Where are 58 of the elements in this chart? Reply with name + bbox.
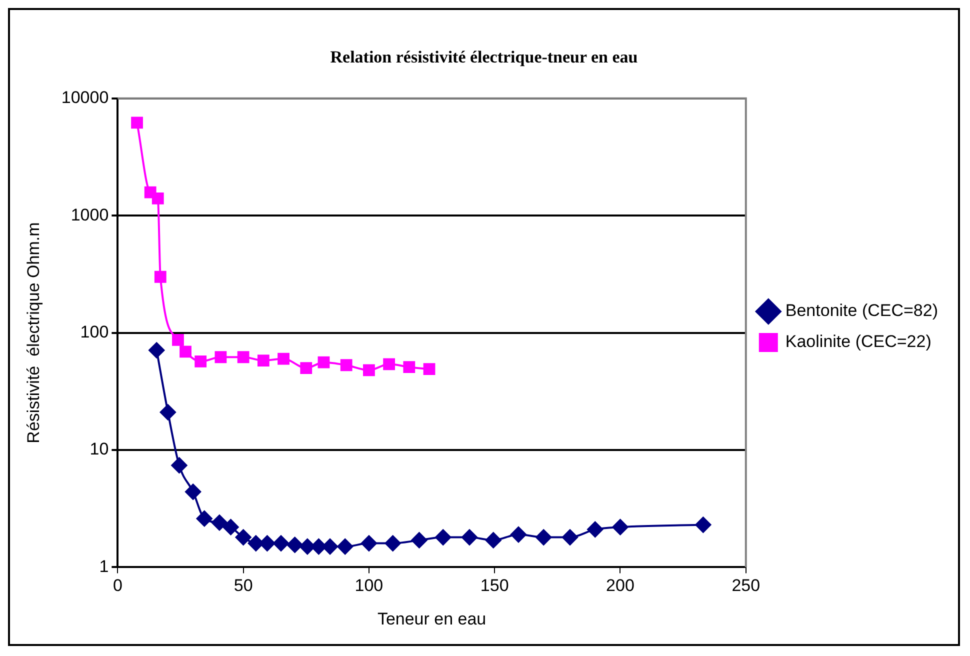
x-tick-label: 100 bbox=[354, 576, 384, 596]
point bbox=[435, 529, 452, 546]
legend-label: Kaolinite (CEC=22) bbox=[785, 332, 932, 352]
x-tick-label: 150 bbox=[480, 576, 509, 596]
point bbox=[222, 519, 239, 536]
point bbox=[152, 192, 164, 204]
point bbox=[257, 354, 270, 366]
y-tick-label: 1000 bbox=[70, 205, 109, 224]
point bbox=[337, 538, 354, 555]
point bbox=[461, 529, 478, 546]
point bbox=[695, 516, 712, 533]
x-axis-title: Teneur en eau bbox=[377, 609, 486, 628]
point bbox=[612, 519, 628, 536]
point bbox=[318, 356, 330, 368]
point bbox=[299, 538, 316, 555]
point bbox=[131, 116, 143, 129]
point bbox=[423, 363, 436, 376]
y-tick-label: 100 bbox=[80, 322, 109, 342]
point bbox=[485, 532, 502, 548]
point bbox=[360, 535, 377, 552]
point bbox=[172, 334, 184, 346]
x-tick-label: 0 bbox=[112, 576, 122, 596]
y-axis-title: Résistivité électrique Ohm.m bbox=[24, 222, 43, 444]
point bbox=[300, 362, 312, 374]
legend-label: Bentonite (CEC=82) bbox=[785, 301, 938, 320]
point bbox=[154, 270, 166, 283]
point bbox=[237, 351, 250, 364]
point bbox=[383, 358, 396, 370]
point bbox=[587, 521, 604, 538]
point bbox=[214, 351, 227, 364]
point bbox=[562, 529, 578, 546]
y-tick-label: 10000 bbox=[61, 88, 109, 108]
point bbox=[273, 535, 290, 552]
point bbox=[235, 529, 252, 546]
point bbox=[185, 484, 202, 500]
y-tick-label: 1 bbox=[99, 556, 109, 576]
point bbox=[322, 538, 338, 555]
point bbox=[160, 404, 176, 420]
point bbox=[211, 514, 228, 531]
point bbox=[536, 529, 552, 546]
x-tick-label: 250 bbox=[732, 576, 760, 596]
point bbox=[148, 342, 165, 358]
y-tick-label: 10 bbox=[90, 440, 109, 459]
point bbox=[384, 535, 401, 552]
chart-title: Relation résistivité électrique-tneur en eau bbox=[330, 48, 638, 67]
x-tick-label: 200 bbox=[606, 576, 634, 596]
point bbox=[171, 457, 188, 474]
point bbox=[278, 352, 290, 365]
point bbox=[286, 536, 303, 553]
point bbox=[403, 361, 416, 374]
point bbox=[340, 359, 352, 372]
point bbox=[510, 526, 526, 543]
x-tick-label: 50 bbox=[234, 576, 253, 596]
point bbox=[363, 364, 375, 376]
point bbox=[196, 510, 212, 527]
point bbox=[194, 355, 207, 368]
point bbox=[180, 346, 192, 358]
point bbox=[411, 532, 428, 548]
